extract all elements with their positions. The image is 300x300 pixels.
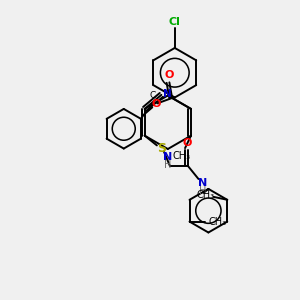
Text: N: N [163, 89, 172, 99]
Text: CH₃: CH₃ [196, 190, 214, 200]
Text: N: N [198, 178, 207, 188]
Text: Cl: Cl [169, 17, 181, 27]
Text: O: O [183, 138, 192, 148]
Text: C: C [149, 92, 155, 100]
Text: O: O [165, 70, 174, 80]
Text: CH₃: CH₃ [172, 151, 190, 161]
Text: N: N [163, 152, 172, 162]
Text: O: O [152, 99, 161, 110]
Text: H: H [164, 160, 172, 170]
Text: S: S [157, 142, 166, 155]
Text: CH₃: CH₃ [208, 217, 226, 226]
Text: H: H [199, 186, 206, 196]
